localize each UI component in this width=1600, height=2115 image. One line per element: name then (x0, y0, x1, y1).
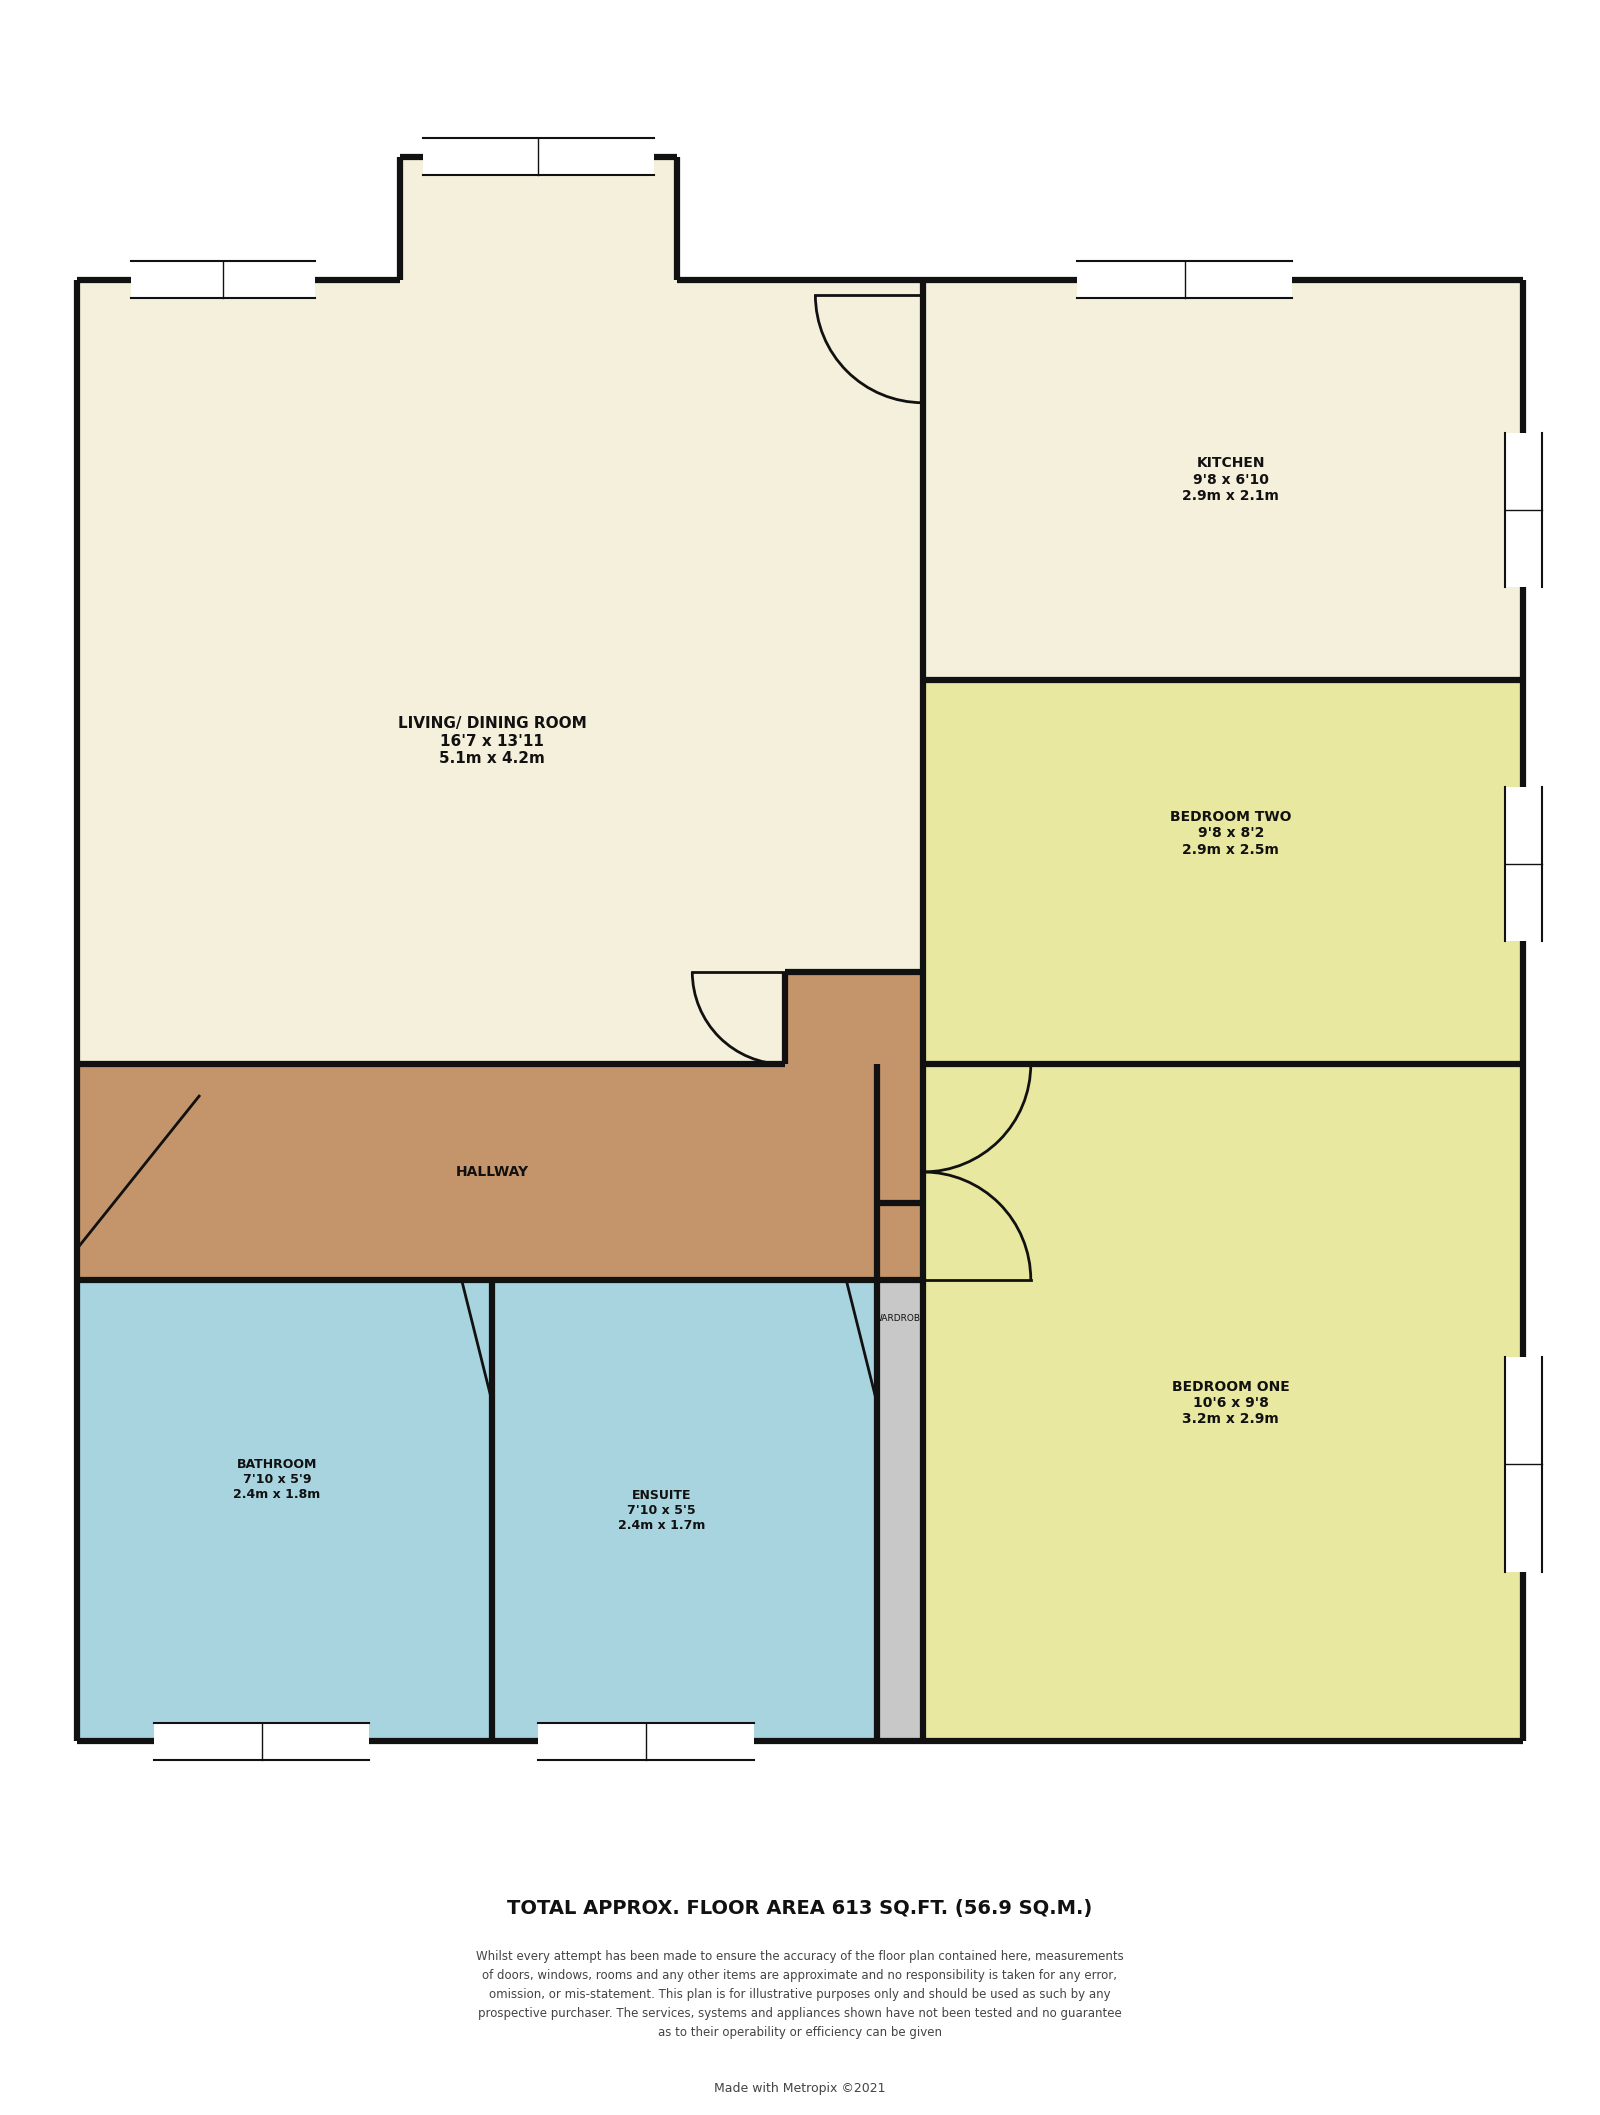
Text: WARDROBE: WARDROBE (874, 1313, 926, 1322)
Bar (923, 679, 1523, 1064)
Text: Made with Metropix ©2021: Made with Metropix ©2021 (714, 2081, 886, 2094)
Polygon shape (77, 973, 923, 1280)
Text: BEDROOM TWO
9'8 x 8'2
2.9m x 2.5m: BEDROOM TWO 9'8 x 8'2 2.9m x 2.5m (1170, 810, 1291, 857)
Text: BEDROOM ONE
10'6 x 9'8
3.2m x 2.9m: BEDROOM ONE 10'6 x 9'8 3.2m x 2.9m (1171, 1379, 1290, 1426)
Text: Whilst every attempt has been made to ensure the accuracy of the floor plan cont: Whilst every attempt has been made to en… (477, 1950, 1123, 2039)
Bar (1504, 434, 1541, 588)
Bar (877, 1203, 923, 1280)
Text: KITCHEN
9'8 x 6'10
2.9m x 2.1m: KITCHEN 9'8 x 6'10 2.9m x 2.1m (1182, 457, 1280, 503)
Text: LIVING/ DINING ROOM
16'7 x 13'11
5.1m x 4.2m: LIVING/ DINING ROOM 16'7 x 13'11 5.1m x … (398, 717, 587, 766)
Text: HALLWAY: HALLWAY (456, 1165, 530, 1178)
Polygon shape (77, 279, 923, 1064)
Bar (493, 1280, 877, 1741)
Bar (923, 1064, 1523, 1741)
Polygon shape (400, 157, 677, 279)
Bar (154, 1724, 370, 1760)
Text: BATHROOM
7'10 x 5'9
2.4m x 1.8m: BATHROOM 7'10 x 5'9 2.4m x 1.8m (234, 1457, 320, 1502)
Bar (131, 260, 315, 298)
Bar (1077, 260, 1293, 298)
Bar (1504, 787, 1541, 941)
Bar (877, 1203, 923, 1741)
Text: TOTAL APPROX. FLOOR AREA 613 SQ.FT. (56.9 SQ.M.): TOTAL APPROX. FLOOR AREA 613 SQ.FT. (56.… (507, 1899, 1093, 1918)
Bar (923, 279, 1523, 679)
Bar (77, 1280, 493, 1741)
Bar (422, 137, 654, 176)
Bar (539, 1724, 754, 1760)
Bar (1504, 1356, 1541, 1571)
Text: ENSUITE
7'10 x 5'5
2.4m x 1.7m: ENSUITE 7'10 x 5'5 2.4m x 1.7m (618, 1489, 706, 1531)
